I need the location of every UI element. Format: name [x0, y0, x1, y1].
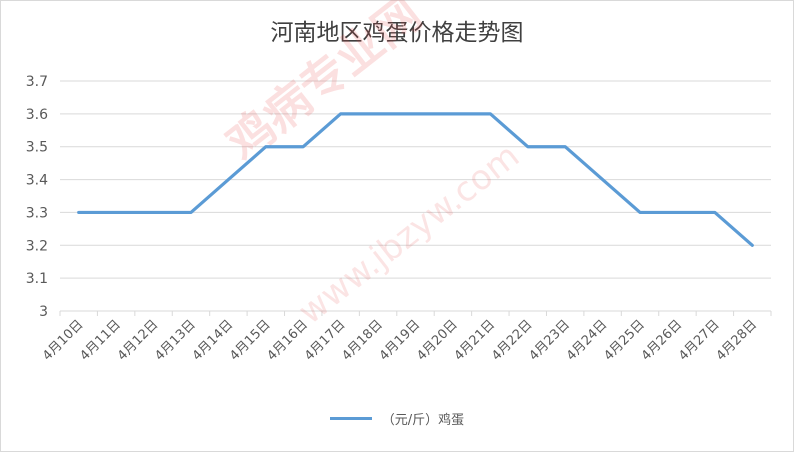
y-tick-label: 3.4 — [26, 173, 48, 189]
x-tick-label: 4月27日 — [676, 317, 723, 364]
y-tick-label: 3.6 — [26, 107, 48, 123]
x-tick-label: 4月11日 — [77, 317, 124, 364]
x-tick-label: 4月18日 — [339, 317, 386, 364]
y-tick-label: 3.1 — [26, 271, 48, 287]
x-tick-label: 4月15日 — [227, 317, 274, 364]
chart-title: 河南地区鸡蛋价格走势图 — [270, 20, 524, 46]
x-tick-label: 4月28日 — [714, 317, 761, 364]
legend-swatch — [329, 417, 372, 420]
x-tick-label: 4月14日 — [190, 317, 237, 364]
y-tick-label: 3.2 — [26, 238, 48, 254]
y-tick-label: 3.3 — [26, 205, 48, 221]
x-tick-label: 4月16日 — [265, 317, 312, 364]
x-tick-label: 4月19日 — [377, 317, 424, 364]
x-tick-label: 4月21日 — [452, 317, 499, 364]
legend: （元/斤）鸡蛋 — [1, 409, 793, 428]
y-tick-label: 3 — [39, 304, 48, 320]
y-tick-label: 3.7 — [26, 74, 48, 90]
x-tick-label: 4月26日 — [639, 317, 686, 364]
x-tick-label: 4月22日 — [489, 317, 536, 364]
x-tick-label: 4月10日 — [40, 317, 87, 364]
x-tick-label: 4月25日 — [601, 317, 648, 364]
x-tick-label: 4月17日 — [302, 317, 349, 364]
x-tick-label: 4月20日 — [414, 317, 461, 364]
x-tick-label: 4月13日 — [152, 317, 199, 364]
y-tick-label: 3.5 — [26, 140, 48, 156]
x-tick-label: 4月12日 — [115, 317, 162, 364]
x-tick-label: 4月23日 — [526, 317, 573, 364]
x-tick-label: 4月24日 — [564, 317, 611, 364]
legend-label: （元/斤）鸡蛋 — [381, 413, 465, 428]
